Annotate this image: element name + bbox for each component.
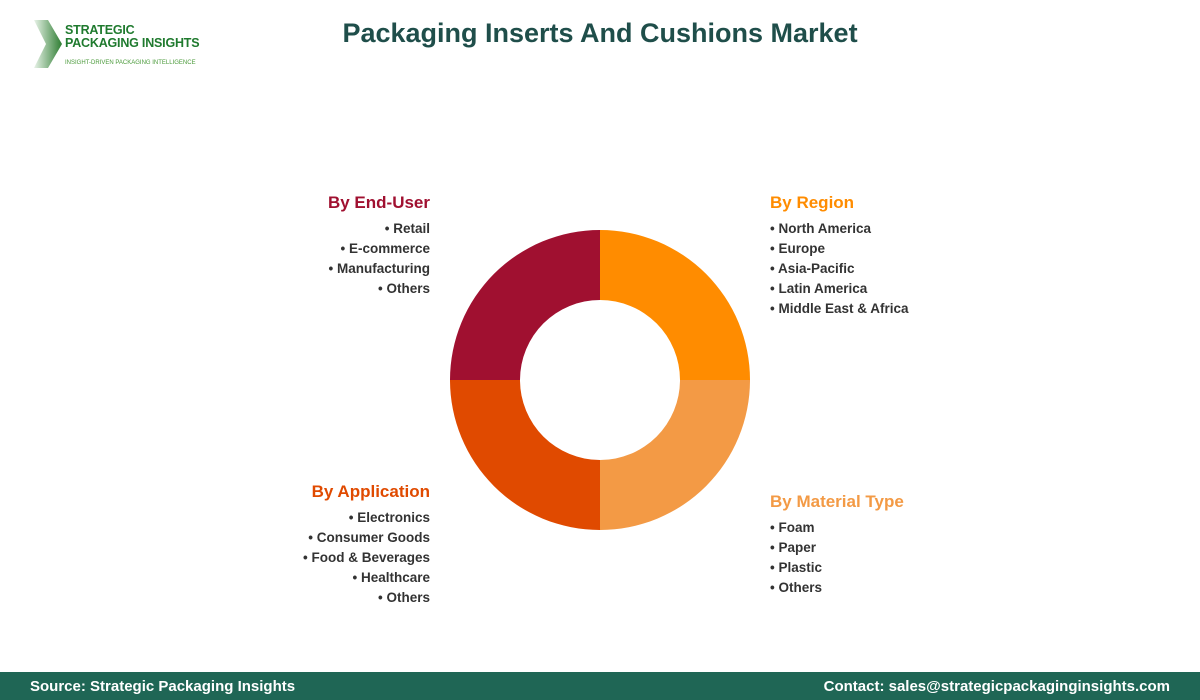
legend-item: • Foam bbox=[770, 520, 815, 535]
logo-chevron-icon bbox=[34, 20, 62, 68]
legend-item: • Latin America bbox=[770, 281, 868, 296]
legend-group-end-user: By End-User • Retail • E-commerce • Manufac… bbox=[328, 193, 430, 299]
source-text: Source: Strategic Packaging Insights bbox=[30, 677, 296, 695]
legend-item: • North America bbox=[770, 221, 871, 236]
legend-item: • Others bbox=[378, 590, 430, 605]
legend-item: • Paper bbox=[770, 540, 816, 555]
legend-item: • Europe bbox=[770, 241, 825, 256]
legend-item: • E-commerce bbox=[340, 241, 430, 256]
donut-slice bbox=[600, 230, 750, 380]
legend-item: • Retail bbox=[384, 221, 430, 236]
legend-item: • Healthcare bbox=[352, 570, 430, 585]
group-heading: By Region bbox=[770, 193, 855, 212]
logo-tagline: INSIGHT-DRIVEN PACKAGING INTELLIGENCE bbox=[65, 60, 196, 66]
legend-item: • Others bbox=[770, 580, 822, 595]
group-heading: By Application bbox=[311, 482, 430, 501]
legend-item: • Plastic bbox=[770, 560, 823, 575]
donut-slice bbox=[450, 230, 600, 380]
logo-text: STRATEGIC bbox=[65, 23, 135, 37]
legend-group-material: By Material Type • Foam • Paper • Plastic • … bbox=[770, 492, 904, 598]
group-heading: By Material Type bbox=[770, 492, 904, 511]
logo: STRATEGIC PACKAGING INSIGHTS INSIGHT-DRIV… bbox=[32, 18, 202, 73]
legend-item: • Manufacturing bbox=[328, 261, 430, 276]
donut-slice bbox=[450, 380, 600, 530]
footer: Source: Strategic Packaging Insights Con… bbox=[0, 672, 1200, 700]
legend-item: • Middle East & Africa bbox=[770, 301, 909, 316]
legend-item: • Electronics bbox=[348, 510, 430, 525]
contact-text[interactable]: Contact: sales@strategicpackaginginsight… bbox=[823, 677, 1170, 695]
legend-item: • Asia-Pacific bbox=[770, 261, 855, 276]
legend-item: • Others bbox=[378, 281, 430, 296]
legend-item: • Consumer Goods bbox=[308, 530, 430, 545]
group-heading: By End-User bbox=[327, 193, 430, 212]
donut-slice bbox=[600, 380, 750, 530]
legend-item: • Food & Beverages bbox=[302, 550, 430, 565]
chart-title: Packaging Inserts And Cushions Market bbox=[342, 18, 858, 48]
legend-group-region: By Region • North America • Europe • Asia-P… bbox=[770, 193, 909, 319]
legend-group-application: By Application • Electronics • Consumer Go… bbox=[303, 482, 430, 608]
logo-text: PACKAGING INSIGHTS bbox=[65, 36, 200, 50]
